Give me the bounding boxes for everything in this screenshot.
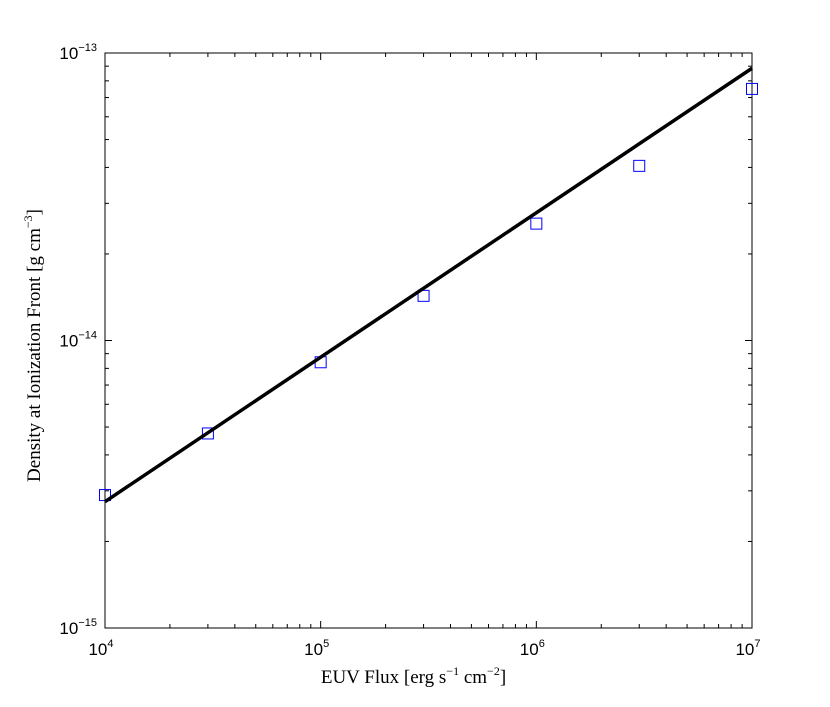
- x-tick-label: 104: [88, 638, 113, 659]
- plot-frame: [104, 52, 753, 629]
- y-axis-label-suffix: ]: [24, 209, 45, 215]
- y-tick-exponent: −15: [78, 617, 97, 629]
- x-tick-exponent: 7: [754, 638, 760, 650]
- x-axis-label: EUV Flux [erg s−1 cm−2]: [321, 664, 506, 688]
- data-point-square: [746, 82, 758, 95]
- x-tick-label: 107: [735, 638, 760, 659]
- x-axis-label-mid: cm: [459, 667, 487, 688]
- fit-line: [104, 66, 753, 504]
- y-tick-label: 10−14: [59, 330, 97, 351]
- x-tick-exponent: 6: [539, 638, 545, 650]
- y-tick-base: 10: [59, 619, 78, 638]
- series-layer: [99, 66, 758, 504]
- x-axis-label-exp1: −1: [446, 664, 459, 678]
- data-point-square: [530, 217, 543, 230]
- data-point-square: [633, 159, 646, 172]
- x-tick-label: 105: [304, 638, 329, 659]
- x-axis-label-prefix: EUV Flux [erg s: [321, 667, 446, 688]
- x-tick-exponent: 5: [323, 638, 329, 650]
- y-tick-exponent: −14: [78, 330, 97, 342]
- y-axis-label: Density at Ionization Front [g cm−3]: [21, 209, 45, 482]
- y-axis-label-prefix: Density at Ionization Front [g cm: [24, 228, 45, 482]
- y-tick-label: 10−15: [59, 617, 97, 638]
- y-tick-base: 10: [59, 44, 78, 63]
- x-tick-base: 10: [304, 640, 323, 659]
- x-axis-label-suffix: ]: [500, 667, 506, 688]
- y-axis-label-exp1: −3: [21, 215, 35, 228]
- x-tick-base: 10: [520, 640, 539, 659]
- x-tick-labels: 104 105 106 107: [88, 638, 760, 659]
- x-tick-base: 10: [735, 640, 754, 659]
- x-tick-base: 10: [88, 640, 107, 659]
- x-axis-label-exp2: −2: [487, 664, 500, 678]
- y-tick-exponent: −13: [78, 42, 97, 54]
- y-tick-label: 10−13: [59, 42, 97, 63]
- major-ticks: [104, 52, 753, 629]
- minor-ticks: [105, 53, 752, 628]
- data-point-square: [201, 427, 214, 440]
- x-tick-exponent: 4: [107, 638, 113, 650]
- y-tick-base: 10: [59, 332, 78, 351]
- x-tick-label: 106: [520, 638, 545, 659]
